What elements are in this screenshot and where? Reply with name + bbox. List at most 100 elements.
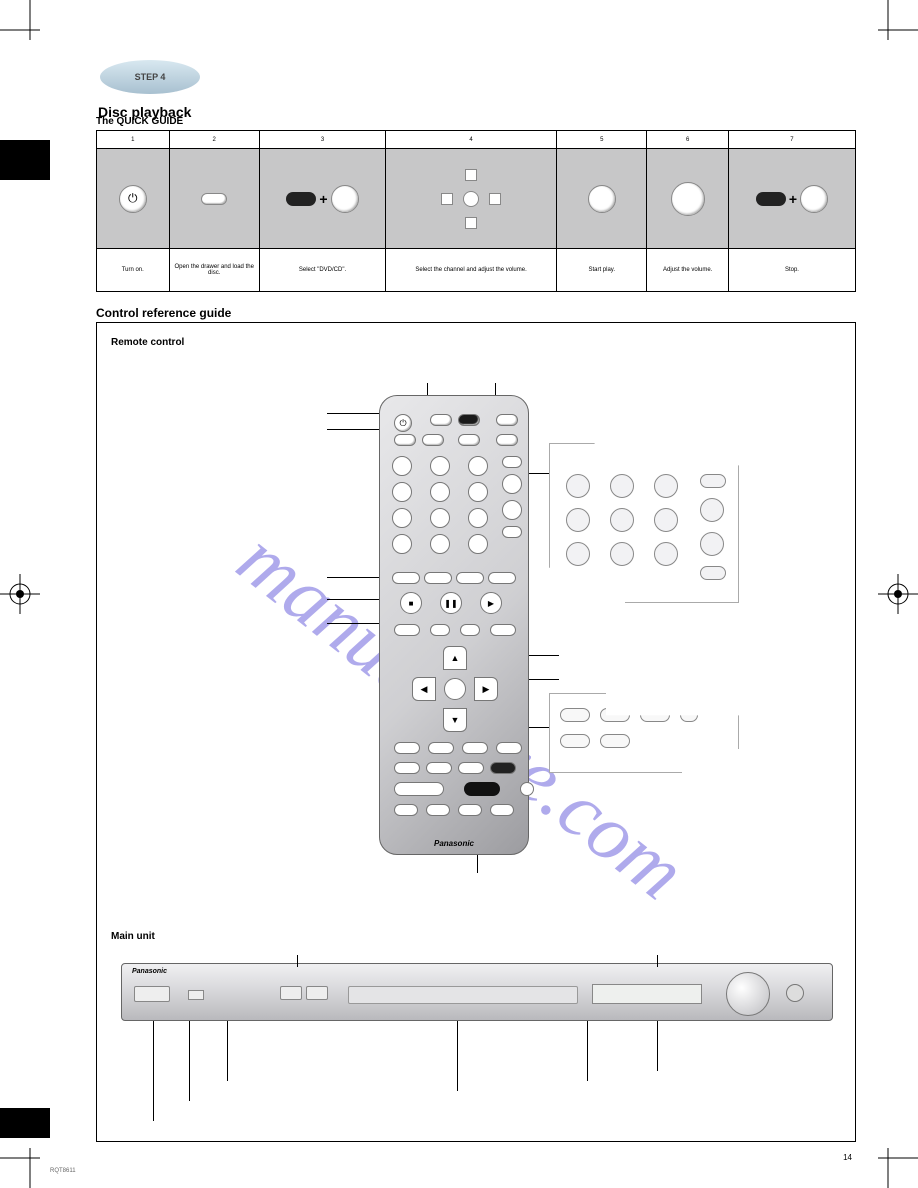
leader-line bbox=[153, 1021, 154, 1121]
num-button bbox=[392, 534, 412, 554]
rew-icon bbox=[456, 572, 484, 584]
leader-line bbox=[529, 655, 559, 656]
remote-button bbox=[428, 742, 454, 754]
callout-button bbox=[566, 542, 590, 566]
num-button bbox=[392, 508, 412, 528]
unit-heading: Main unit bbox=[111, 931, 155, 942]
num-button bbox=[468, 534, 488, 554]
volume-pill-icon bbox=[394, 782, 444, 796]
callout-button bbox=[654, 474, 678, 498]
remote-button bbox=[394, 762, 420, 774]
step-head-5: 5 bbox=[557, 131, 647, 148]
arrow-down-icon: ▼ bbox=[443, 708, 467, 732]
remote-button bbox=[502, 456, 522, 468]
leader-line bbox=[529, 679, 559, 680]
remote-transport-row2: ■ ❚❚ ▶ bbox=[400, 592, 502, 614]
leader-line bbox=[587, 1021, 588, 1081]
callout-button bbox=[700, 566, 726, 580]
step-head-7: 7 bbox=[729, 131, 855, 148]
edge-tab-left bbox=[0, 140, 50, 180]
open-pill-icon bbox=[201, 193, 227, 205]
step-badge: STEP 4 bbox=[100, 60, 200, 94]
step-icon-volume bbox=[647, 149, 728, 248]
regmark-right bbox=[878, 574, 918, 614]
unit-headphone-jack bbox=[786, 984, 804, 1002]
remote-button bbox=[430, 414, 452, 426]
num-button bbox=[430, 534, 450, 554]
skip-fwd-icon bbox=[424, 572, 452, 584]
step-table: 1 2 3 4 5 6 7 ⏻ + bbox=[96, 130, 856, 292]
play-icon: ▶ bbox=[480, 592, 502, 614]
arrow-left-icon: ◀ bbox=[412, 677, 436, 701]
num-button bbox=[468, 508, 488, 528]
callout-button bbox=[560, 708, 590, 722]
step-icon-power: ⏻ bbox=[97, 149, 170, 248]
remote-heading: Remote control bbox=[111, 337, 184, 348]
leader-line bbox=[189, 1021, 190, 1101]
step-table-labels: Turn on. Open the drawer and load the di… bbox=[97, 249, 855, 291]
step-icon-navigate bbox=[386, 149, 557, 248]
step-icon-stop: + bbox=[729, 149, 855, 248]
arrow-right-icon: ▶ bbox=[474, 677, 498, 701]
plus-icon: + bbox=[789, 191, 797, 207]
remote-button bbox=[496, 434, 518, 446]
callout-button bbox=[700, 532, 724, 556]
cropmark-bl bbox=[0, 1138, 50, 1188]
step-head-2: 2 bbox=[170, 131, 260, 148]
skip-back-icon bbox=[392, 572, 420, 584]
cropmark-tl bbox=[0, 0, 50, 50]
remote-button bbox=[422, 434, 444, 446]
remote-button bbox=[394, 742, 420, 754]
dpad-icon bbox=[441, 169, 501, 229]
regmark-left bbox=[0, 574, 40, 614]
callout-button bbox=[610, 542, 634, 566]
remote-side-column bbox=[502, 456, 522, 538]
callout-button bbox=[680, 708, 698, 722]
remote-button bbox=[394, 804, 418, 816]
edge-tab-bottomleft bbox=[0, 1108, 50, 1138]
remote-button bbox=[502, 474, 522, 494]
control-reference-box: manualslive.com Remote control Main unit… bbox=[96, 322, 856, 1142]
remote-button bbox=[426, 804, 450, 816]
callout-button bbox=[600, 734, 630, 748]
plus-icon: + bbox=[319, 191, 327, 207]
unit-display bbox=[592, 984, 702, 1004]
unit-disc-tray bbox=[348, 986, 578, 1004]
remote-numpad bbox=[392, 456, 496, 554]
unit-volume-knob bbox=[726, 972, 770, 1016]
unit-power-button bbox=[134, 986, 170, 1002]
dark-pill-icon bbox=[756, 192, 786, 206]
remote-transport-row bbox=[392, 572, 516, 584]
pause-icon: ❚❚ bbox=[440, 592, 462, 614]
main-unit-illustration: Panasonic bbox=[121, 963, 833, 1021]
remote-volume-row bbox=[394, 782, 534, 796]
callout-numpad bbox=[549, 443, 739, 603]
callout-button bbox=[566, 508, 590, 532]
power-icon: ⏻ bbox=[119, 185, 147, 213]
step-head-3: 3 bbox=[260, 131, 386, 148]
callout-button bbox=[640, 708, 670, 722]
step-label-5: Start play. bbox=[557, 249, 647, 291]
remote-button bbox=[490, 624, 516, 636]
remote-button bbox=[458, 434, 480, 446]
remote-button bbox=[394, 624, 420, 636]
num-button bbox=[468, 456, 488, 476]
leader-line bbox=[327, 577, 379, 578]
volume-circle-icon bbox=[671, 182, 705, 216]
callout-button bbox=[600, 708, 630, 722]
leader-line bbox=[327, 623, 379, 624]
num-button bbox=[430, 482, 450, 502]
callout-button bbox=[610, 474, 634, 498]
leader-line bbox=[327, 599, 379, 600]
remote-button bbox=[460, 624, 480, 636]
num-button bbox=[468, 482, 488, 502]
remote-button bbox=[458, 804, 482, 816]
unit-brand: Panasonic bbox=[132, 968, 167, 975]
remote-button bbox=[462, 742, 488, 754]
step-label-2: Open the drawer and load the disc. bbox=[170, 249, 260, 291]
unit-button-pair bbox=[280, 986, 328, 1000]
remote-button bbox=[502, 526, 522, 538]
step-head-1: 1 bbox=[97, 131, 170, 148]
unit-open-button bbox=[188, 990, 204, 1000]
leader-line bbox=[457, 1021, 458, 1091]
